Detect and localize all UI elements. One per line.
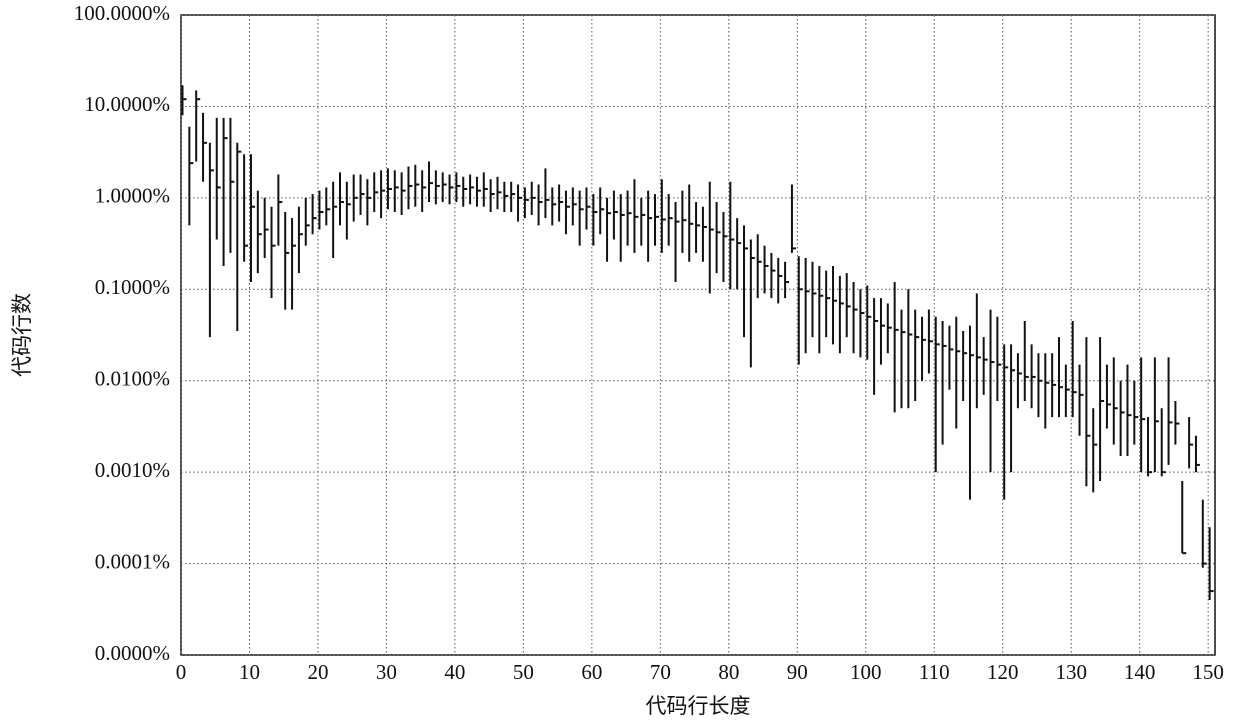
y-tick-label: 1.0000% [95,184,170,208]
y-tick-label: 0.0100% [95,367,170,391]
x-tick-label: 60 [581,660,602,684]
y-axis-label: 代码行数 [10,293,34,377]
y-tick-label: 0.0000% [95,641,170,665]
x-tick-label: 40 [444,660,465,684]
x-tick-label: 50 [513,660,534,684]
x-tick-label: 140 [1124,660,1156,684]
x-tick-label: 20 [307,660,328,684]
x-tick-label: 100 [850,660,882,684]
x-tick-label: 80 [718,660,739,684]
x-tick-label: 150 [1192,660,1224,684]
y-tick-label: 0.0010% [95,458,170,482]
x-tick-label: 90 [787,660,808,684]
x-tick-label: 130 [1055,660,1087,684]
x-tick-label: 10 [239,660,260,684]
plot-frame [180,14,1216,656]
y-tick-label: 10.0000% [84,92,170,116]
x-tick-label: 70 [650,660,671,684]
y-tick-label: 0.1000% [95,275,170,299]
y-tick-label: 0.0001% [95,549,170,573]
x-tick-label: 30 [376,660,397,684]
x-axis-label: 代码行长度 [646,694,751,718]
x-tick-label: 0 [176,660,187,684]
y-tick-label: 100.0000% [74,1,170,25]
x-tick-label: 110 [919,660,950,684]
x-tick-label: 120 [987,660,1019,684]
